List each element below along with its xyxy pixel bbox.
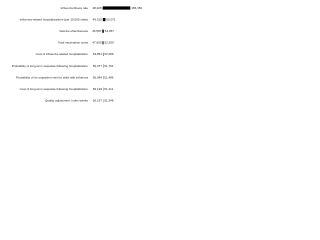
chart: Influenza illness rate 48,225 186,356 Influ…	[12, 6, 143, 103]
high-label: 54,057	[105, 29, 115, 33]
low-label: 48,225	[92, 6, 102, 10]
low-label: 50,129	[93, 87, 103, 91]
row-label: Vaccine effectiveness	[59, 29, 88, 33]
bar	[102, 29, 104, 33]
low-label: 49,310	[93, 17, 103, 21]
high-label: 51,348	[104, 99, 114, 103]
bar	[102, 41, 104, 45]
high-label: 52,056	[104, 52, 114, 56]
low-label: 50,084	[93, 75, 103, 79]
low-label: 47,690	[92, 41, 102, 45]
row-label: Cost of long-term sequelae following hos…	[20, 87, 89, 91]
high-label: 51,485	[104, 75, 114, 79]
low-label: 50,197	[93, 99, 103, 103]
low-label: 46,587	[92, 29, 102, 33]
row-label: Influenza-related hospitalizations (per …	[20, 17, 88, 21]
high-label: 51,411	[104, 87, 113, 91]
low-label: 50,077	[93, 64, 103, 68]
page: {"chart_data": {"type": "tornado", "cate…	[0, 0, 320, 110]
row-label: Cost of influenza-related hospitalizatio…	[36, 52, 89, 56]
low-label: 49,851	[93, 52, 103, 56]
row-label: Quality adjustment, index weeks	[45, 99, 89, 103]
row-label: Total vaccination costs	[58, 41, 89, 45]
high-label: 52,559	[105, 41, 115, 45]
row-label: Probability of long-term sequelae follow…	[12, 64, 89, 68]
bar	[102, 6, 131, 10]
high-label: 62,071	[106, 17, 116, 21]
high-label: 51,761	[104, 64, 114, 68]
row-label: Probability of an outpatient visit for c…	[16, 75, 88, 79]
high-label: 186,356	[131, 6, 142, 10]
bar	[102, 18, 106, 22]
row-label: Influenza illness rate	[61, 6, 89, 10]
